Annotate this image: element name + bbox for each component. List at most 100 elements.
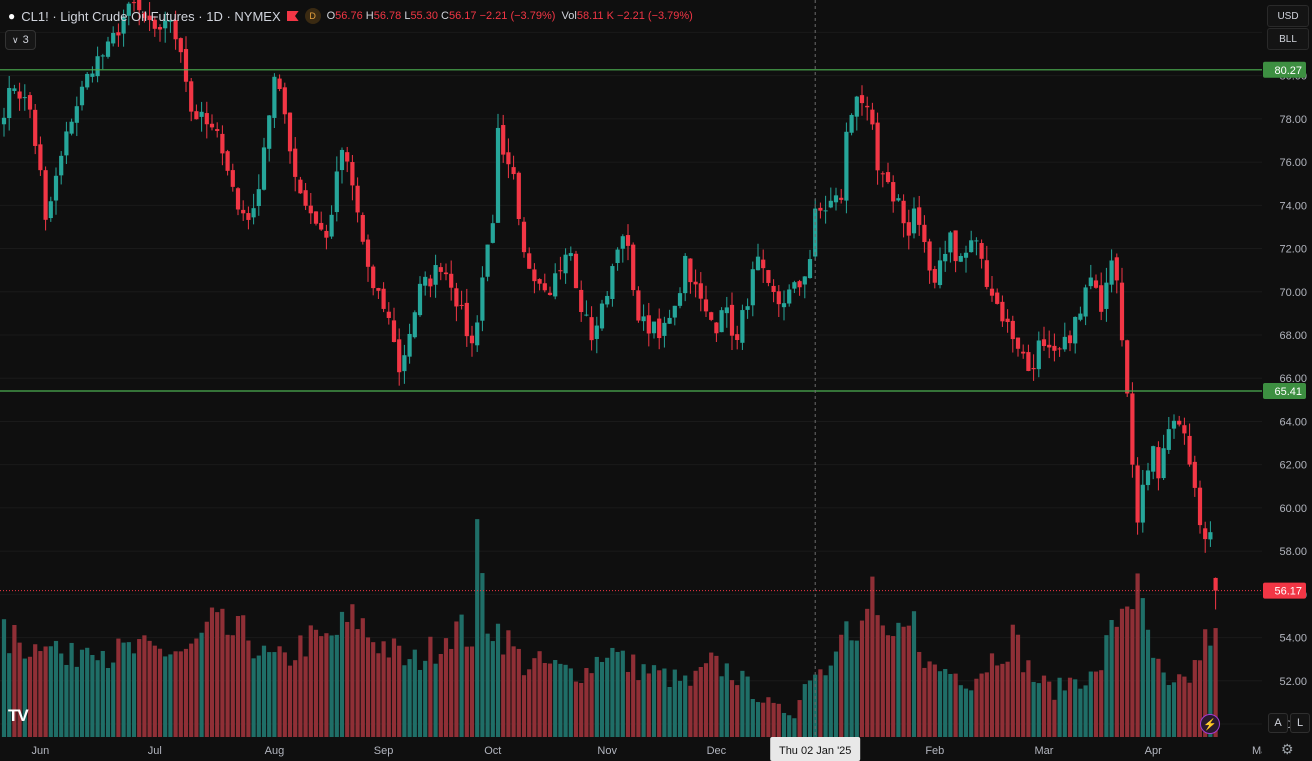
price-axis-ticks: 50.0052.0054.0056.0058.0060.0062.0064.00… [1279, 71, 1307, 731]
volume-bar [1078, 688, 1083, 737]
time-tick-label: Mar [1035, 745, 1054, 757]
candle [579, 280, 584, 322]
volume-bar [1062, 690, 1067, 737]
ohlc-values: O56.76 H56.78 L55.30 C56.17 −2.21 (−3.79… [327, 10, 693, 22]
volume-bars [1, 519, 1218, 737]
candle [709, 311, 714, 322]
volume-bar [906, 625, 911, 737]
volume-bar [69, 642, 74, 737]
volume-bar [163, 656, 168, 737]
candle [402, 344, 407, 384]
candle [818, 202, 823, 219]
volume-bar [371, 642, 376, 737]
candle [215, 122, 220, 138]
volume-bar [282, 652, 287, 737]
candle [308, 193, 313, 224]
volume-bar [168, 654, 173, 737]
volume-bar [683, 675, 688, 737]
candle [391, 307, 397, 343]
volume-bar [521, 675, 527, 737]
log-scale-button[interactable]: L [1290, 713, 1310, 733]
volume-bar [324, 633, 329, 737]
unit-select[interactable]: BLL [1267, 28, 1309, 50]
price-axis[interactable]: 50.0052.0054.0056.0058.0060.0062.0064.00… [1262, 0, 1312, 761]
candle [594, 316, 599, 354]
volume-bar [251, 658, 256, 737]
volume-bar [547, 663, 553, 737]
horizontal-levels[interactable] [0, 69, 1262, 592]
candle [911, 197, 917, 239]
candle [1151, 445, 1156, 480]
volume-bar [948, 673, 953, 737]
volume-bar [501, 654, 506, 737]
volume-bar [532, 658, 537, 737]
lightning-icon[interactable]: ⚡ [1200, 714, 1220, 734]
candle [48, 196, 53, 222]
candle [974, 237, 979, 256]
settings-gear-icon[interactable]: ⚙ [1281, 741, 1294, 757]
tradingview-logo[interactable]: TV [8, 706, 29, 725]
currency-select[interactable]: USD [1267, 5, 1309, 27]
indicators-toggle[interactable]: ∨ 3 [5, 30, 36, 50]
volume-bar [22, 658, 27, 737]
candle [438, 262, 443, 281]
volume-bar [209, 607, 215, 737]
candle [1161, 434, 1166, 481]
candle [984, 245, 989, 290]
time-tick-label: Sep [374, 745, 394, 757]
volume-bar [875, 615, 880, 737]
volume-bar [885, 635, 891, 737]
candle [397, 328, 402, 386]
volume-bar [766, 697, 771, 737]
candle [787, 284, 792, 307]
candle [547, 286, 553, 296]
candle [1104, 267, 1109, 322]
candle [641, 304, 646, 331]
candle [610, 263, 615, 307]
candle [501, 114, 506, 163]
candle [33, 104, 38, 155]
time-axis-ticks: Jun Jul Aug Sep Oct Nov Dec Feb Mar Apr May [32, 745, 1262, 757]
candle [116, 23, 121, 47]
candle [1119, 267, 1125, 347]
candle [126, 1, 131, 26]
candle [662, 316, 667, 348]
candle [672, 305, 677, 326]
candle [677, 287, 683, 309]
candle [880, 171, 885, 188]
volume-bar [111, 662, 116, 737]
volume-bar [719, 676, 724, 737]
candle [901, 194, 906, 238]
candle [345, 146, 350, 173]
candle [1213, 577, 1218, 610]
flag-icon[interactable] [286, 11, 299, 21]
auto-scale-button[interactable]: A [1268, 713, 1288, 733]
time-tick-label: Apr [1145, 745, 1162, 757]
delayed-badge[interactable]: D [304, 8, 321, 24]
volume-bar [246, 640, 251, 737]
volume-bar [1099, 670, 1104, 737]
volume-bar [1203, 629, 1208, 737]
volume-bar [95, 660, 100, 737]
price-chart[interactable] [0, 0, 1262, 737]
volume-value: 58.11 K [576, 10, 614, 22]
candle [766, 269, 771, 287]
volume-bar [1161, 672, 1166, 737]
volume-bar [386, 657, 391, 737]
symbol-title[interactable]: CL1! · Light Crude Oil Futures · 1D · NY… [21, 8, 281, 24]
volume-bar [428, 636, 433, 737]
volume-bar [750, 698, 755, 737]
candle [1, 107, 7, 137]
time-axis[interactable]: Jun Jul Aug Sep Oct Nov Dec Feb Mar Apr May Thu 02… [0, 737, 1262, 761]
volume-bar [464, 646, 469, 737]
volume-bar [334, 634, 339, 737]
volume-bar [828, 665, 833, 737]
volume-bar [969, 690, 974, 737]
volume-bar [631, 654, 636, 737]
candle [147, 2, 152, 32]
candle [1015, 337, 1021, 357]
volume-bar [688, 685, 693, 737]
time-tick-label: May [1252, 745, 1262, 757]
candle [1010, 315, 1015, 353]
candle [225, 149, 230, 176]
